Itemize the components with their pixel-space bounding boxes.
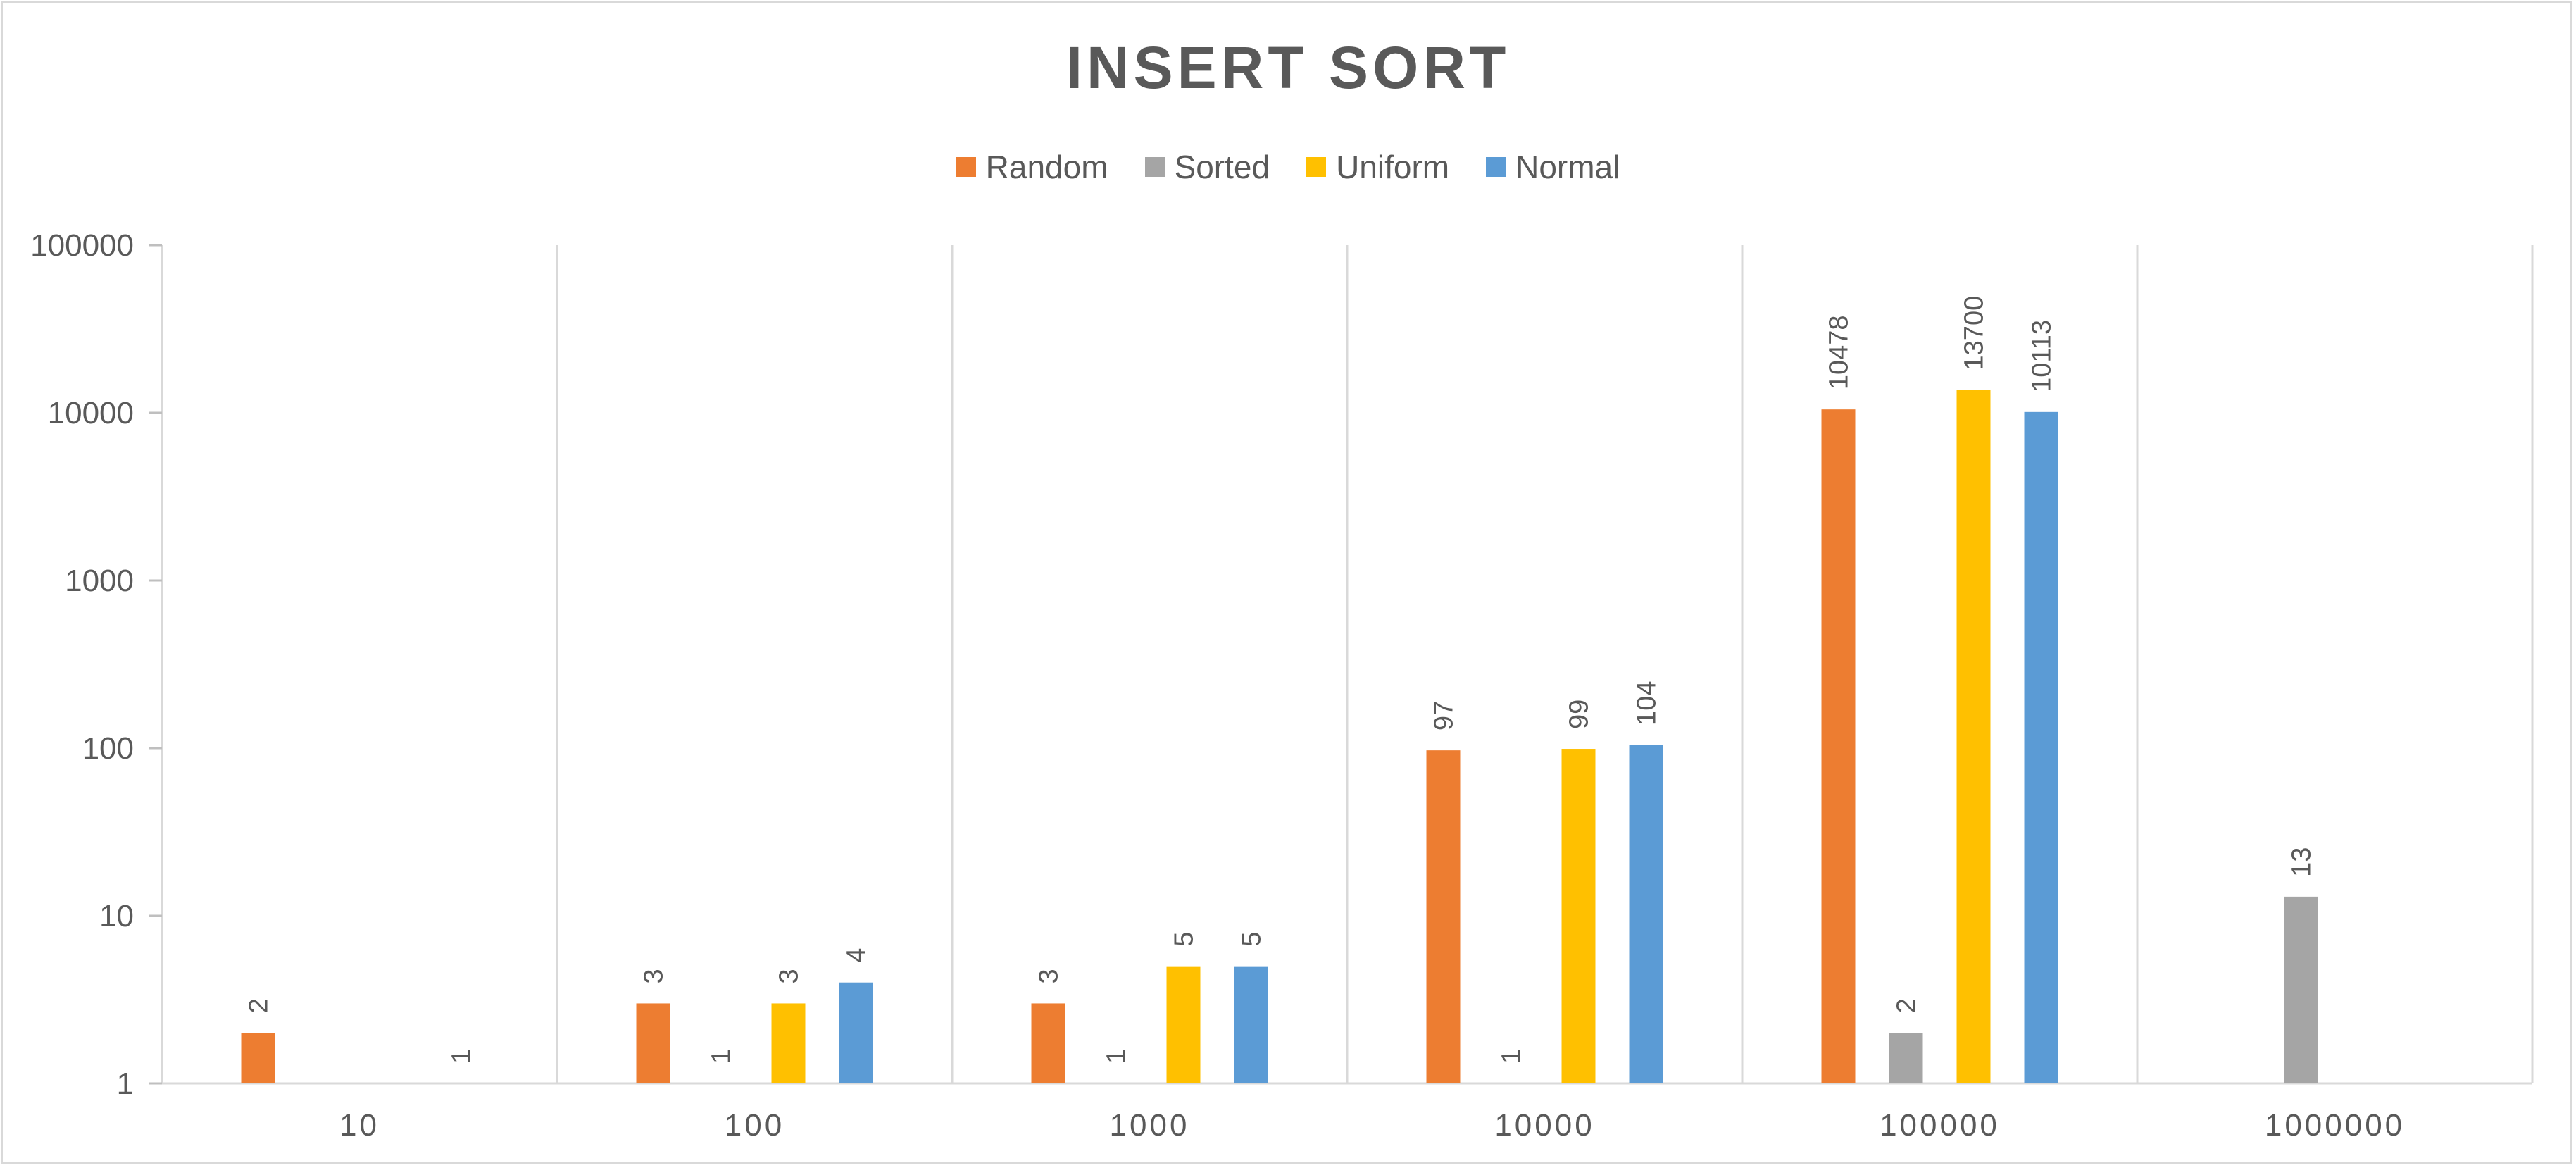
bar-random — [636, 1003, 670, 1083]
legend-label-sorted: Sorted — [1174, 149, 1270, 185]
data-label: 3 — [639, 969, 669, 983]
data-label: 3 — [775, 969, 804, 983]
legend-item-normal: Normal — [1486, 148, 1620, 186]
bar-uniform — [771, 1003, 806, 1083]
legend-swatch-uniform — [1306, 157, 1327, 177]
x-category-label: 10 — [339, 1108, 380, 1143]
data-label: 1 — [1497, 1049, 1527, 1064]
data-label: 1 — [447, 1049, 477, 1064]
y-tick-label: 10000 — [48, 396, 134, 430]
legend-label-normal: Normal — [1515, 149, 1620, 185]
x-category-label: 1000000 — [2265, 1108, 2405, 1143]
data-label: 1 — [1102, 1049, 1132, 1064]
x-category-label: 1000 — [1110, 1108, 1190, 1143]
y-tick-label: 1 — [117, 1067, 134, 1101]
bar-normal — [839, 982, 873, 1083]
bar-random — [1426, 750, 1461, 1083]
y-tick-label: 100 — [82, 731, 134, 766]
bar-uniform — [1561, 749, 1596, 1083]
y-tick-label: 100000 — [30, 228, 134, 263]
bar-uniform — [1956, 390, 1991, 1083]
y-tick-label: 10 — [99, 899, 134, 933]
y-tick-label: 1000 — [65, 564, 134, 598]
bar-random — [1031, 1003, 1065, 1083]
legend-swatch-normal — [1486, 157, 1506, 177]
data-label: 1 — [707, 1049, 737, 1064]
data-label: 104 — [1632, 681, 1662, 726]
data-label: 13 — [2287, 847, 2317, 877]
legend-label-uniform: Uniform — [1336, 149, 1450, 185]
data-label: 5 — [1170, 932, 1199, 947]
legend: Random Sorted Uniform Normal — [0, 148, 2576, 186]
data-label: 97 — [1430, 701, 1459, 731]
data-label: 13700 — [1960, 296, 1989, 371]
data-label: 99 — [1565, 700, 1594, 729]
bar-normal — [2024, 411, 2058, 1083]
x-category-label: 100 — [725, 1108, 784, 1143]
data-label: 3 — [1034, 969, 1064, 983]
bar-sorted — [1889, 1033, 1923, 1083]
bar-random — [1821, 409, 1856, 1083]
bar-sorted — [2284, 896, 2318, 1083]
legend-item-random: Random — [956, 148, 1108, 186]
legend-item-uniform: Uniform — [1306, 148, 1449, 186]
chart-title: INSERT SORT — [1065, 35, 1511, 101]
data-label: 2 — [244, 998, 274, 1013]
legend-swatch-random — [956, 157, 976, 177]
bar-uniform — [1166, 966, 1201, 1083]
legend-item-sorted: Sorted — [1144, 148, 1270, 186]
bar-normal — [1629, 745, 1663, 1083]
data-label: 2 — [1892, 998, 1922, 1013]
legend-swatch-sorted — [1144, 157, 1165, 177]
legend-label-random: Random — [985, 149, 1108, 185]
data-label: 10478 — [1825, 316, 1854, 390]
data-label: 5 — [1237, 932, 1267, 947]
bar-normal — [1234, 966, 1268, 1083]
data-label: 4 — [842, 948, 872, 963]
x-category-label: 10000 — [1494, 1108, 1594, 1143]
data-label: 10113 — [2027, 320, 2057, 392]
bar-random — [241, 1033, 275, 1083]
x-category-label: 100000 — [1880, 1108, 2000, 1143]
